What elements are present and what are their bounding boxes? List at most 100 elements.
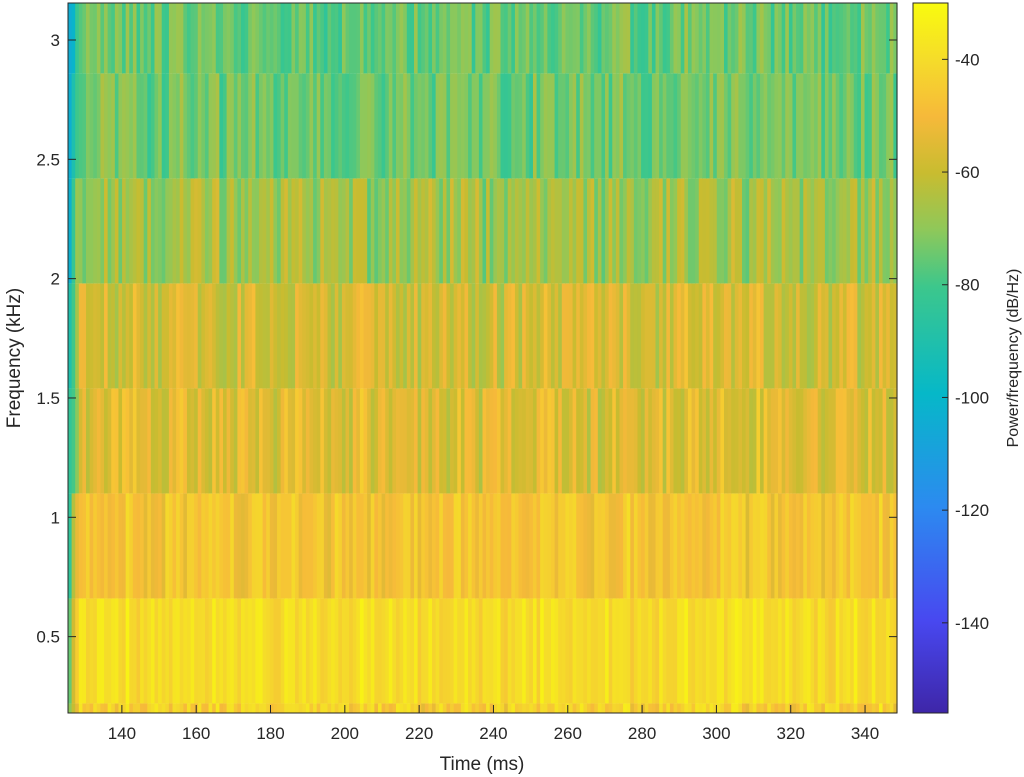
- spectrogram-cell: [752, 3, 758, 74]
- spectrogram-cell: [161, 73, 166, 179]
- spectrogram-cell: [889, 388, 894, 494]
- spectrogram-cell: [547, 598, 552, 704]
- spectrogram-cell: [168, 493, 174, 599]
- spectrogram-cell: [493, 178, 498, 284]
- spectrogram-cell: [352, 703, 357, 713]
- spectrogram-cell: [158, 73, 163, 179]
- spectrogram-cell: [489, 703, 494, 713]
- spectrogram-cell: [702, 283, 707, 389]
- spectrogram-cell: [381, 3, 386, 74]
- spectrogram-cell: [540, 598, 545, 704]
- spectrogram-cell: [767, 3, 772, 74]
- spectrogram-cell: [468, 73, 473, 179]
- spectrogram-cell: [605, 73, 610, 179]
- spectrogram-cell: [248, 178, 253, 284]
- spectrogram-cell: [381, 493, 386, 599]
- spectrogram-cell: [511, 703, 516, 713]
- spectrogram-cell: [421, 703, 426, 713]
- spectrogram-cell: [86, 703, 91, 713]
- spectrogram-cell: [853, 283, 858, 389]
- spectrogram-cell: [810, 598, 815, 704]
- spectrogram-cell: [230, 703, 235, 713]
- spectrogram-cell: [471, 178, 476, 284]
- spectrogram-cell: [421, 283, 426, 389]
- spectrogram-cell: [338, 283, 343, 389]
- spectrogram-cell: [284, 598, 289, 704]
- spectrogram-cell: [781, 3, 786, 74]
- spectrogram-cell: [514, 493, 520, 599]
- spectrogram-cell: [226, 388, 231, 494]
- spectrogram-cell: [395, 388, 401, 494]
- spectrogram-cell: [716, 178, 721, 284]
- spectrogram-cell: [395, 3, 401, 74]
- spectrogram-cell: [370, 283, 375, 389]
- spectrogram-cell: [666, 3, 671, 74]
- spectrogram-cell: [140, 283, 145, 389]
- spectrogram-cell: [529, 388, 534, 494]
- spectrogram-cell: [468, 493, 473, 599]
- spectrogram-cell: [803, 283, 808, 389]
- colorbar-tick-label: -100: [955, 388, 989, 407]
- spectrogram-cell: [385, 178, 390, 284]
- spectrogram-cell: [403, 283, 408, 389]
- spectrogram-cell: [821, 73, 826, 179]
- spectrogram-cell: [839, 178, 844, 284]
- spectrogram-cell: [395, 73, 401, 179]
- spectrogram-cell: [540, 283, 545, 389]
- spectrogram-cell: [176, 3, 181, 74]
- spectrogram-cell: [165, 493, 170, 599]
- spectrogram-cell: [158, 493, 163, 599]
- spectrogram-cell: [86, 598, 91, 704]
- spectrogram-cell: [475, 178, 480, 284]
- spectrogram-cell: [262, 178, 267, 284]
- spectrogram-cell: [529, 3, 534, 74]
- spectrogram-cell: [695, 703, 700, 713]
- spectrogram-cell: [320, 283, 325, 389]
- spectrogram-cell: [695, 178, 700, 284]
- spectrogram-cell: [248, 283, 253, 389]
- spectrogram-cell: [832, 178, 837, 284]
- spectrogram-cell: [850, 178, 855, 284]
- spectrogram-cell: [792, 3, 797, 74]
- spectrogram-cell: [96, 3, 102, 74]
- spectrogram-cell: [150, 73, 156, 179]
- spectrogram-cell: [778, 3, 783, 74]
- spectrogram-cell: [482, 3, 487, 74]
- spectrogram-cell: [583, 283, 588, 389]
- x-tick-label: 280: [628, 724, 656, 743]
- spectrogram-cell: [78, 388, 84, 494]
- spectrogram-cell: [828, 493, 833, 599]
- spectrogram-cell: [446, 283, 451, 389]
- spectrogram-cell: [565, 73, 570, 179]
- spectrogram-cell: [796, 388, 801, 494]
- spectrogram-cell: [723, 493, 729, 599]
- spectrogram-cell: [792, 598, 797, 704]
- spectrogram-cell: [572, 703, 577, 713]
- spectrogram-cell: [651, 598, 657, 704]
- spectrogram-cell: [723, 178, 729, 284]
- spectrogram-cell: [168, 3, 174, 74]
- spectrogram-cell: [590, 178, 595, 284]
- spectrogram-cell: [410, 703, 415, 713]
- spectrogram-cell: [695, 73, 700, 179]
- spectrogram-cell: [212, 3, 217, 74]
- spectrogram-cell: [778, 703, 783, 713]
- spectrogram-cell: [727, 178, 732, 284]
- spectrogram-cell: [662, 178, 667, 284]
- spectrogram-cell: [370, 3, 375, 74]
- spectrogram-cell: [601, 598, 606, 704]
- spectrogram-cell: [493, 283, 498, 389]
- spectrogram-cell: [406, 703, 412, 713]
- spectrogram-cell: [799, 3, 804, 74]
- spectrogram-cell: [442, 388, 448, 494]
- spectrogram-cell: [893, 3, 898, 74]
- spectrogram-cell: [104, 493, 109, 599]
- spectrogram-cell: [255, 388, 260, 494]
- spectrogram-cell: [241, 493, 246, 599]
- spectrogram-cell: [428, 73, 433, 179]
- spectrogram-cell: [774, 703, 779, 713]
- spectrogram-cell: [806, 493, 812, 599]
- spectrogram-cell: [388, 73, 393, 179]
- spectrogram-cell: [114, 703, 120, 713]
- x-tick-label: 220: [405, 724, 433, 743]
